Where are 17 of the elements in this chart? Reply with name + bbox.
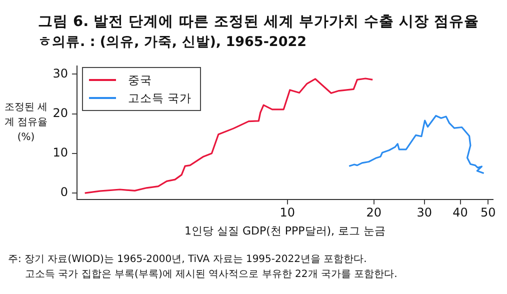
y-tick-label: 30 <box>52 66 68 80</box>
legend-label: 고소득 국가 <box>128 90 192 106</box>
x-tick-label: 20 <box>366 206 382 220</box>
y-tick-label: 0 <box>60 185 68 200</box>
y-tick-label: 10 <box>52 146 68 160</box>
x-tick-label: 10 <box>280 206 296 220</box>
x-tick-label: 50 <box>480 206 496 220</box>
chart-title: 그림 6. 발전 단계에 따른 조정된 세계 부가가치 수출 시장 점유율 <box>38 13 480 31</box>
x-tick-label: 30 <box>416 206 432 220</box>
text: 고소득 국가 집합은 부록(부록)에 제시된 역사적으로 부유한 22개 국가를 포함한다. <box>24 268 398 282</box>
chart-subtitle: ㅎ의류. : (의유, 가죽, 신발), 1965-2022 <box>38 33 307 51</box>
y-axis-title: 조정된 세계 점유율(%) <box>3 101 49 145</box>
y-tick-label: 20 <box>52 106 68 120</box>
x-axis-title: 1인당 실질 GDP(천 PPP달러), 로그 눈금 <box>184 224 386 238</box>
text: 주: 장기 자료(WIOD)는 1965-2000년, TiVA 자료는 1995-2022년을 포함한다. <box>8 253 368 267</box>
legend-label: 중국 <box>128 72 152 88</box>
x-tick-label: 40 <box>452 206 468 220</box>
